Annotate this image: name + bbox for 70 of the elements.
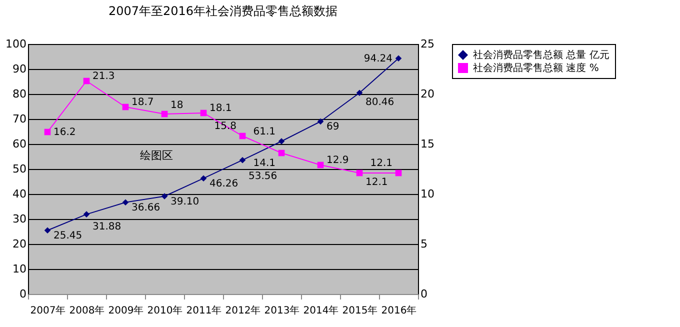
y2-tick-label: 15 [420,138,434,150]
data-label: 18.1 [210,103,232,114]
x-tick-label: 2013年 [264,304,300,316]
y-tick-label: 80 [12,88,26,100]
point [161,110,168,118]
point [83,78,90,84]
point [239,156,246,164]
data-label: 18 [170,100,184,111]
point [239,132,246,140]
data-label: 69 [326,122,340,132]
point [44,128,51,136]
legend-label: 社会消费品零售总额 速度 % [473,62,599,74]
y-tick-label: 100 [6,38,26,50]
data-label: 16.2 [54,127,76,138]
data-label: 12.1 [370,158,392,169]
x-tick-label: 2008年 [69,304,105,316]
y-tick-label: 30 [12,212,26,226]
y2-tick-label: 0 [420,288,428,300]
y2-tick-label: 5 [420,238,428,250]
y-tick-label: 20 [12,238,26,250]
x-tick-label: 2015年 [342,304,378,316]
data-label: 53.56 [248,171,278,182]
x-tick-label: 2016年 [381,304,417,316]
data-label: 61.1 [253,126,276,138]
y-tick-label: 40 [12,188,26,200]
data-label: 14.1 [253,158,276,169]
x-tick-label: 2010年 [147,304,183,316]
x-tick-label: 2014年 [303,304,339,316]
data-label: 80.46 [366,96,394,108]
annotation: 绘图区 [140,149,173,162]
data-label: 36.66 [132,202,160,214]
point [317,162,324,168]
x-tick-label: 2007年 [30,304,66,316]
y-tick-label: 50 [12,162,26,176]
y-tick-label: 0 [20,288,26,300]
data-label: 21.3 [92,71,115,82]
y2-tick-label: 25 [420,38,434,50]
point [200,175,207,182]
point [278,138,285,144]
y2-tick-label: 10 [420,188,434,200]
point [44,227,51,234]
x-tick-label: 2011年 [186,304,222,316]
data-label: 18.7 [132,97,154,108]
y-tick-label: 60 [12,138,26,150]
chart-title: 2007年至2016年社会消费品零售总额数据 [108,4,338,18]
x-tick-label: 2012年 [225,304,261,316]
data-label: 25.45 [54,230,82,242]
point [356,90,363,96]
point [395,55,402,62]
point [356,170,363,176]
point [200,110,207,116]
point [278,150,285,156]
y-tick-label: 10 [12,262,26,276]
data-label: 94.24 [364,53,392,64]
data-label: 46.26 [210,178,238,190]
point [395,170,402,176]
data-label: 31.88 [92,221,122,232]
point [83,211,90,218]
y2-tick-label: 20 [420,88,434,100]
y-tick-label: 90 [12,62,26,76]
data-label: 12.1 [366,177,388,188]
point [122,104,129,110]
data-label: 12.9 [326,155,349,166]
y-tick-label: 70 [12,112,26,126]
x-tick-label: 2009年 [108,304,144,316]
data-label: 39.10 [170,196,200,208]
point [122,199,129,206]
point [317,118,324,125]
legend-label: 社会消费品零售总额 总量 亿元 [473,49,610,61]
point [161,193,168,200]
